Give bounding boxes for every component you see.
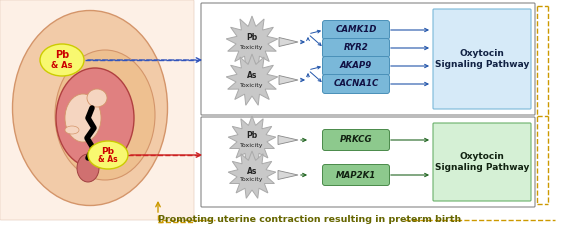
- FancyBboxPatch shape: [323, 75, 390, 93]
- FancyBboxPatch shape: [323, 164, 390, 185]
- Polygon shape: [278, 171, 298, 179]
- Text: Pb: Pb: [247, 34, 258, 42]
- Text: Pb: Pb: [247, 131, 258, 140]
- Ellipse shape: [88, 141, 128, 169]
- Ellipse shape: [40, 44, 84, 76]
- Text: CACNA1C: CACNA1C: [333, 79, 379, 89]
- Text: RYR2: RYR2: [344, 44, 369, 52]
- FancyBboxPatch shape: [201, 117, 535, 207]
- Text: As: As: [247, 167, 257, 175]
- Text: CAMK1D: CAMK1D: [335, 25, 377, 34]
- FancyBboxPatch shape: [323, 21, 390, 40]
- Text: Pb: Pb: [102, 147, 115, 155]
- Polygon shape: [228, 151, 276, 198]
- FancyBboxPatch shape: [323, 56, 390, 75]
- Polygon shape: [226, 54, 278, 105]
- Text: PRKCG: PRKCG: [340, 136, 372, 144]
- Ellipse shape: [87, 89, 107, 107]
- Text: AKAP9: AKAP9: [340, 62, 372, 71]
- Text: Oxytocin
Signaling Pathway: Oxytocin Signaling Pathway: [435, 152, 529, 172]
- Ellipse shape: [77, 154, 99, 182]
- Polygon shape: [228, 116, 276, 163]
- Text: MAP2K1: MAP2K1: [336, 171, 376, 179]
- Ellipse shape: [65, 126, 79, 134]
- Text: Oxytocin
Signaling Pathway: Oxytocin Signaling Pathway: [435, 49, 529, 69]
- Text: & As: & As: [98, 155, 118, 164]
- Ellipse shape: [55, 50, 155, 180]
- Text: Toxicity: Toxicity: [240, 143, 264, 147]
- FancyBboxPatch shape: [201, 3, 535, 115]
- Text: Toxicity: Toxicity: [240, 45, 264, 49]
- Ellipse shape: [12, 10, 168, 206]
- Ellipse shape: [56, 68, 134, 168]
- Text: Pb: Pb: [55, 50, 69, 60]
- Text: As: As: [247, 72, 257, 80]
- Polygon shape: [279, 38, 298, 47]
- FancyBboxPatch shape: [433, 123, 531, 201]
- Polygon shape: [226, 16, 278, 67]
- Text: & As: & As: [51, 61, 73, 69]
- FancyBboxPatch shape: [323, 130, 390, 151]
- FancyBboxPatch shape: [323, 38, 390, 58]
- Text: Promoting uterine contraction resulting in preterm birth: Promoting uterine contraction resulting …: [158, 216, 462, 225]
- FancyBboxPatch shape: [433, 9, 531, 109]
- Text: Toxicity: Toxicity: [240, 82, 264, 88]
- Text: Toxicity: Toxicity: [240, 178, 264, 182]
- Polygon shape: [278, 136, 298, 144]
- Polygon shape: [279, 75, 298, 85]
- Ellipse shape: [65, 94, 101, 142]
- FancyBboxPatch shape: [0, 0, 194, 220]
